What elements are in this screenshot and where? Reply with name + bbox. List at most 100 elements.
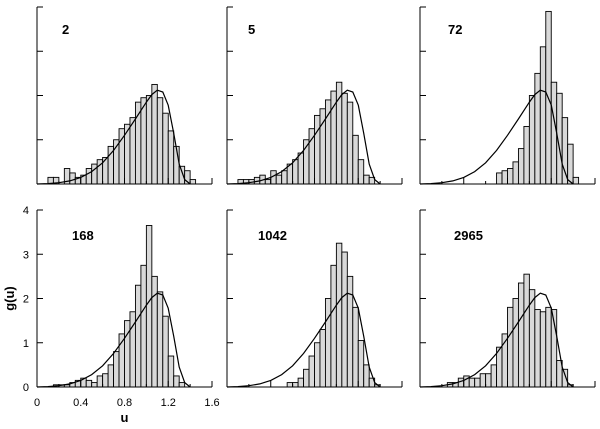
panel-label: 2	[62, 22, 69, 37]
panel-label: 2965	[454, 228, 483, 243]
histogram-bar	[102, 373, 109, 388]
histogram-bar	[561, 368, 569, 388]
histogram-bar	[96, 375, 104, 388]
fitted-curve	[226, 89, 381, 185]
histogram-bar	[523, 273, 530, 388]
x-axis-title: u	[121, 410, 129, 425]
histogram-bar	[85, 379, 93, 388]
histogram-bar	[534, 309, 541, 388]
histogram-bar	[145, 225, 153, 388]
histogram-bar	[330, 264, 337, 388]
histogram-bar	[539, 311, 547, 388]
histogram-bar	[264, 179, 272, 185]
histogram-bar	[281, 170, 288, 185]
histogram-bar	[178, 382, 186, 388]
histogram-bar	[275, 174, 283, 185]
histogram-bar	[352, 134, 359, 185]
histogram-bar	[534, 72, 541, 185]
histogram-bar	[330, 90, 337, 185]
histogram-bar	[314, 114, 321, 185]
histogram-bar	[357, 340, 365, 388]
y-tick-label: 1	[23, 338, 29, 350]
fitted-curve	[226, 292, 381, 388]
histogram-bar	[474, 377, 481, 388]
panel-168: 168 0 1 2 3 4 0 0.4 0.8 1.2 1.6 u g(u)	[2, 205, 220, 425]
histogram-bar	[156, 97, 164, 185]
histogram-bar	[69, 172, 76, 185]
histogram-bar	[512, 161, 519, 185]
histogram-bar	[151, 83, 158, 185]
histogram-bar	[539, 46, 547, 185]
fitted-curve	[36, 292, 191, 388]
x-tick-label: 0	[34, 397, 40, 409]
histogram-bar	[189, 179, 197, 185]
histogram-bar	[528, 95, 536, 185]
histogram-bar	[303, 368, 310, 388]
histogram-bar	[479, 373, 487, 388]
histogram-bar	[490, 364, 498, 388]
histogram-bar	[292, 159, 299, 185]
x-tick-label: 0.4	[73, 397, 88, 409]
fitted-curve	[419, 292, 574, 388]
fitted-curve	[419, 89, 574, 185]
histogram-bar	[156, 291, 164, 388]
histogram-bar	[561, 117, 569, 185]
histogram-bar	[357, 159, 365, 185]
histogram-bar	[314, 342, 321, 388]
histogram-bar	[107, 364, 115, 388]
histogram-bar	[162, 112, 169, 185]
panel-72: 72	[419, 6, 596, 185]
histogram-bar	[324, 298, 332, 388]
histogram-bar	[517, 148, 525, 185]
histogram-bar	[292, 382, 299, 388]
histogram-bar	[319, 329, 326, 388]
histogram-bar	[352, 306, 359, 388]
histogram-bar	[145, 95, 153, 185]
x-tick-label: 0.8	[117, 397, 132, 409]
y-axis-title: g(u)	[2, 286, 17, 311]
histogram-bar	[485, 373, 492, 388]
histogram-bar	[517, 282, 525, 388]
histogram-bar	[286, 382, 294, 388]
histogram-bar	[341, 251, 348, 388]
histogram-bar	[85, 168, 93, 185]
panel-label: 5	[248, 22, 255, 37]
histogram-bar	[173, 375, 180, 388]
panel-1042: 1042	[226, 209, 403, 388]
x-tick-label: 1.6	[204, 397, 219, 409]
histogram-bar	[496, 172, 503, 185]
histogram-bar	[140, 97, 147, 185]
histogram-bar	[335, 242, 343, 388]
histogram-bar	[308, 355, 315, 388]
histogram-bar	[512, 298, 519, 388]
panel-2: 2	[36, 6, 213, 185]
histogram-bar	[341, 92, 348, 185]
histogram-bar	[457, 377, 465, 388]
histogram-bar	[162, 315, 169, 388]
panel-label: 1042	[258, 228, 287, 243]
histogram-bar	[550, 81, 558, 185]
histogram-bar	[567, 143, 574, 185]
histogram-bar	[151, 275, 158, 388]
histogram-bar	[129, 117, 136, 185]
histogram-bar	[346, 101, 354, 185]
histogram-bar	[507, 306, 514, 388]
histogram-bar	[507, 168, 514, 185]
histogram-bar	[468, 377, 476, 388]
histogram-bar	[297, 377, 305, 388]
histogram-bar	[91, 163, 98, 185]
histogram-bar	[113, 351, 120, 388]
y-tick-label: 4	[23, 205, 29, 217]
histogram-bar	[178, 165, 186, 185]
y-tick-label: 0	[23, 382, 29, 394]
panel-2965: 2965	[419, 209, 596, 388]
histogram-bar	[134, 284, 142, 388]
panel-label: 72	[448, 22, 462, 37]
histogram-bar	[501, 170, 508, 185]
histogram-bar	[91, 382, 98, 388]
panel-5: 5	[226, 6, 403, 185]
histogram-bar	[140, 264, 147, 388]
histogram-bar	[297, 152, 305, 185]
y-tick-label: 2	[23, 294, 29, 306]
